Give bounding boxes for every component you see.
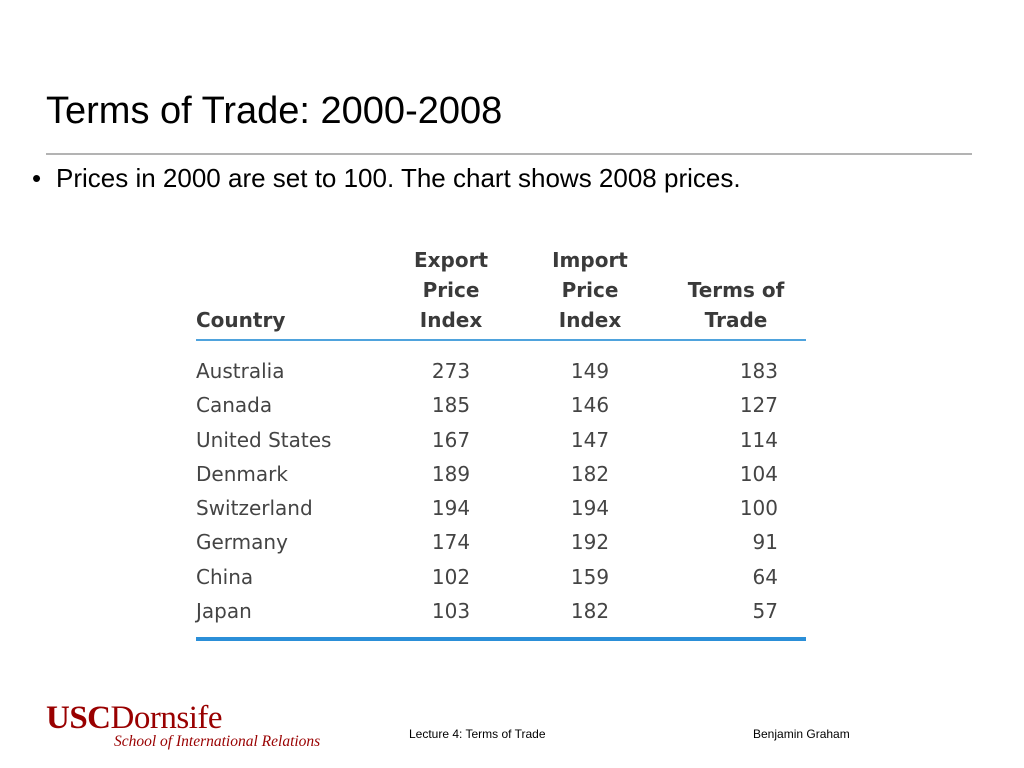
header-terms-of-trade: Terms of Trade [666, 245, 806, 341]
header-country: Country [196, 245, 388, 341]
cell-export-index: 102 [431, 564, 471, 589]
cell-export-index: 103 [388, 594, 514, 642]
bullet-point: • Prices in 2000 are set to 100. The char… [32, 160, 741, 196]
cell-export-index: 273 [431, 359, 471, 383]
cell-country: Japan [196, 594, 388, 642]
table-row: Australia 273 149 183 [196, 340, 806, 388]
cell-terms-of-trade: 91 [752, 530, 778, 555]
table-row: Germany 174 192 91 [196, 525, 806, 559]
cell-import-index: 146 [570, 393, 610, 418]
usc-dornsife-logo: USCDornsife School of International Rela… [46, 700, 320, 758]
footer-lecture: Lecture 4: Terms of Trade [409, 727, 546, 741]
cell-country: China [196, 564, 254, 589]
cell-terms-of-trade: 64 [752, 564, 778, 589]
logo-wordmark: USCDornsife [46, 700, 223, 736]
cell-export-index: 194 [431, 496, 471, 521]
cell-country: Australia [196, 359, 285, 383]
cell-country: Switzerland [196, 496, 313, 521]
footer-author: Benjamin Graham [753, 727, 850, 741]
cell-import-index: 149 [570, 359, 610, 383]
table-row: Canada 185 146 127 [196, 388, 806, 422]
cell-import-index: 159 [570, 564, 610, 589]
table-header-row: Country Export Price Index Import Price … [196, 245, 806, 341]
cell-terms-of-trade: 100 [739, 496, 778, 521]
header-import-price-index: Import Price Index [514, 245, 666, 341]
logo-dornsife: Dornsife [110, 700, 223, 736]
cell-terms-of-trade: 114 [739, 427, 778, 452]
terms-of-trade-table: Country Export Price Index Import Price … [196, 245, 806, 642]
logo-usc: USC [46, 700, 111, 736]
cell-export-index: 185 [431, 393, 471, 418]
bullet-text: Prices in 2000 are set to 100. The chart… [56, 163, 741, 193]
table-row: United States 167 147 114 [196, 423, 806, 457]
cell-export-index: 174 [431, 530, 471, 555]
table-row: China 102 159 64 [196, 560, 806, 594]
title-divider [46, 153, 972, 155]
table-row: Switzerland 194 194 100 [196, 491, 806, 525]
cell-terms-of-trade: 57 [666, 594, 806, 642]
cell-import-index: 182 [570, 461, 610, 486]
header-export-price-index: Export Price Index [388, 245, 514, 341]
table-row: Japan 103 182 57 [196, 594, 806, 642]
cell-import-index: 194 [570, 496, 610, 521]
cell-terms-of-trade: 127 [739, 393, 778, 418]
cell-country: United States [196, 427, 332, 452]
cell-country: Denmark [196, 461, 288, 486]
cell-import-index: 147 [570, 427, 610, 452]
cell-export-index: 189 [431, 461, 471, 486]
slide-title: Terms of Trade: 2000-2008 [46, 90, 503, 132]
table-row: Denmark 189 182 104 [196, 457, 806, 491]
cell-country: Germany [196, 530, 288, 555]
cell-import-index: 182 [514, 594, 666, 642]
cell-import-index: 192 [570, 530, 610, 555]
bullet-marker: • [32, 163, 42, 193]
logo-school-name: School of International Relations [114, 733, 321, 750]
cell-export-index: 167 [431, 427, 471, 452]
cell-country: Canada [196, 393, 273, 418]
cell-terms-of-trade: 183 [739, 359, 778, 383]
cell-terms-of-trade: 104 [739, 461, 778, 486]
